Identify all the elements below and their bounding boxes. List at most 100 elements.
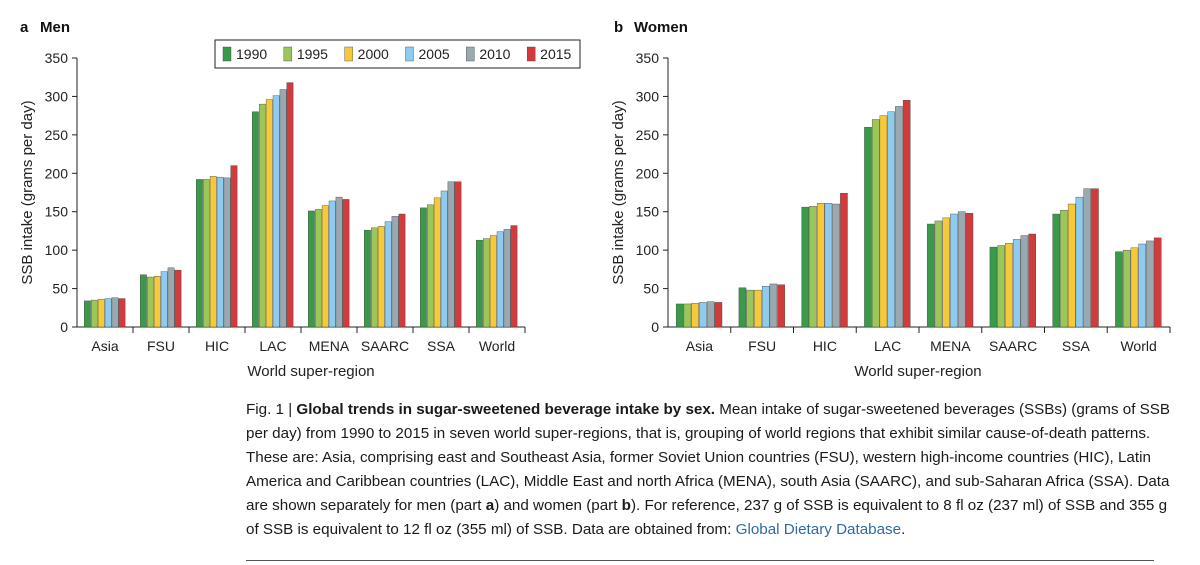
bar-b-hic-2000: [816, 203, 825, 328]
bar-a-fsu-2000: [153, 276, 161, 328]
bar-a-saarc-2015: [398, 213, 406, 328]
bar-b-world-2010: [1146, 240, 1154, 328]
panel-a-category-label: SSA: [427, 338, 456, 354]
panel-a-category-label: FSU: [147, 338, 175, 354]
bar-a-lac-2015: [286, 82, 294, 328]
bar-a-saarc-1990: [364, 229, 371, 328]
bar-a-world-2005: [496, 231, 504, 328]
panel-b-category-label: World: [1120, 338, 1156, 354]
bar-b-lac-2000: [879, 115, 888, 328]
bar-b-mena-2000: [942, 217, 950, 328]
bar-a-world-1995: [482, 238, 490, 328]
bar-a-saarc-2010: [391, 216, 399, 328]
bar-a-hic-2005: [216, 176, 224, 328]
bar-a-fsu-2010: [167, 267, 175, 328]
bar-a-hic-1995: [202, 179, 210, 328]
panel-a-y-tick-label: 50: [52, 281, 68, 297]
legend-label-1990: 1990: [236, 46, 267, 62]
bar-a-ssa-1990: [420, 207, 427, 328]
caption-end: .: [901, 521, 906, 538]
bar-b-ssa-2015: [1091, 188, 1099, 328]
bar-b-asia-1990: [675, 303, 684, 328]
panel-a-category-label: World: [479, 338, 515, 354]
bar-b-fsu-2000: [754, 289, 762, 328]
legend-swatch-2010: [466, 46, 475, 62]
panel-a-y-tick-label: 200: [45, 165, 69, 181]
bar-a-asia-1995: [90, 299, 98, 328]
bar-a-hic-2015: [230, 165, 238, 328]
bar-b-saarc-2005: [1012, 239, 1021, 328]
bar-a-asia-2000: [97, 299, 105, 328]
bar-b-fsu-1995: [746, 289, 754, 328]
panel-b-x-axis-label: World super-region: [854, 363, 981, 380]
panel-b-y-tick-label: 300: [636, 88, 660, 104]
bar-b-world-1990: [1115, 251, 1123, 328]
panel-a-category-label: MENA: [309, 338, 350, 354]
bar-b-mena-1995: [934, 220, 943, 328]
bar-b-ssa-1990: [1052, 213, 1060, 328]
bar-a-fsu-2015: [174, 269, 182, 328]
caption-part-a: a: [485, 497, 495, 514]
figure-charts: a Men 0 50 100 150 200 250 300 350 SSB intake (gra…: [19, 19, 1171, 380]
bar-b-asia-1995: [683, 303, 692, 328]
bar-b-saarc-1995: [997, 245, 1005, 328]
legend-box: [214, 39, 581, 69]
bar-a-ssa-2015: [454, 181, 462, 328]
bar-a-saarc-2000: [377, 226, 385, 328]
bar-b-lac-1995: [871, 119, 880, 328]
legend-swatch-2005: [405, 46, 414, 62]
panel-a-y-axis-label: SSB intake (grams per day): [19, 100, 36, 284]
bar-a-asia-2010: [111, 297, 119, 328]
legend-swatch-2000: [344, 46, 353, 62]
bar-a-saarc-2005: [384, 221, 392, 328]
legend-label-2000: 2000: [358, 46, 389, 62]
legend-swatch-2015: [526, 46, 536, 62]
bar-a-asia-2015: [118, 298, 126, 328]
bar-b-hic-2010: [832, 203, 840, 328]
caption-title: Global trends in sugar-sweetened beverag…: [296, 401, 716, 418]
bar-a-fsu-1995: [146, 276, 154, 328]
bar-a-mena-2000: [321, 205, 329, 328]
panel-a-y-tick-label: 150: [45, 204, 69, 220]
bar-a-hic-2010: [223, 177, 231, 328]
bar-a-mena-1995: [314, 209, 322, 328]
bar-a-mena-2010: [335, 196, 343, 328]
bar-a-saarc-1995: [370, 227, 378, 328]
bar-a-fsu-1990: [140, 274, 147, 328]
panel-a-category-label: LAC: [259, 338, 286, 354]
bar-b-fsu-2005: [761, 286, 770, 328]
panel-a-category-label: SAARC: [361, 338, 409, 354]
bar-a-world-2015: [510, 225, 518, 328]
bar-a-ssa-2010: [447, 181, 455, 328]
panel-b-title: Women: [634, 19, 688, 36]
panel-a-y-tick-label: 300: [45, 88, 69, 104]
bar-a-lac-2010: [279, 89, 287, 328]
panel-b-category-label: HIC: [813, 338, 837, 354]
panel-b-category-label: SAARC: [989, 338, 1037, 354]
global-dietary-database-link[interactable]: Global Dietary Database: [735, 521, 902, 538]
bar-b-hic-2005: [824, 203, 833, 328]
panel-b-y-tick-label: 350: [636, 50, 660, 66]
panel-a-letter: a: [20, 19, 29, 36]
legend-label-2005: 2005: [419, 46, 450, 62]
caption-body-1: Mean intake of sugar-sweetened beverages…: [246, 401, 1171, 514]
panel-a-x-axis-label: World super-region: [247, 363, 374, 380]
bar-a-world-2000: [489, 235, 497, 328]
panel-a-y-tick-label: 0: [60, 319, 68, 335]
bar-a-ssa-2000: [433, 197, 441, 328]
panel-b-y-tick-label: 150: [636, 204, 660, 220]
bar-b-mena-1990: [926, 223, 935, 328]
bar-a-ssa-2005: [440, 190, 448, 328]
bar-b-lac-2010: [895, 106, 903, 328]
bar-b-world-2005: [1138, 243, 1146, 328]
panel-b-y-tick-label: 0: [651, 319, 659, 335]
bar-a-world-2010: [503, 229, 511, 328]
bar-b-ssa-2010: [1083, 188, 1091, 328]
legend-swatch-1995: [283, 46, 293, 62]
panel-a-category-label: HIC: [205, 338, 229, 354]
caption-body-2: ) and women (part: [494, 497, 622, 514]
panel-a-category-label: Asia: [91, 338, 118, 354]
caption-label: Fig. 1 |: [246, 401, 297, 418]
figure-caption: Fig. 1 | Global trends in sugar-sweetene…: [246, 398, 1176, 542]
bar-a-fsu-2005: [160, 271, 168, 328]
